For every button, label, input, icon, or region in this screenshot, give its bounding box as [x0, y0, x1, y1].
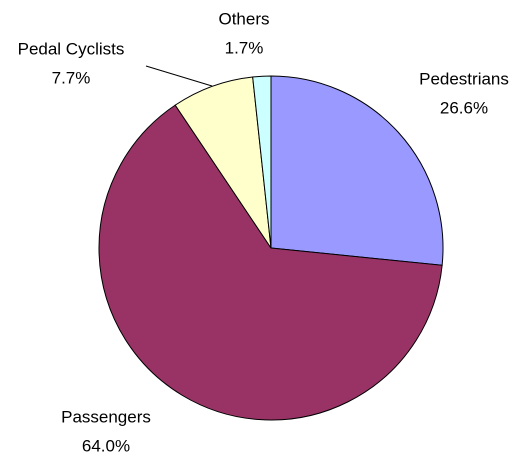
- leader-line: [145, 65, 213, 87]
- pie-slice: [252, 75, 272, 249]
- slice-label: Pedestrians: [419, 69, 509, 88]
- pie-slice: [270, 75, 444, 266]
- slice-value: 64.0%: [82, 436, 130, 455]
- slice-value: 1.7%: [225, 38, 264, 57]
- pie-slice: [98, 104, 443, 421]
- slice-value: 7.7%: [52, 68, 91, 87]
- slice-value: 26.6%: [440, 98, 488, 117]
- slice-label: Passengers: [61, 407, 151, 426]
- slice-label: Others: [218, 9, 269, 28]
- slice-label: Pedal Cyclists: [18, 39, 125, 58]
